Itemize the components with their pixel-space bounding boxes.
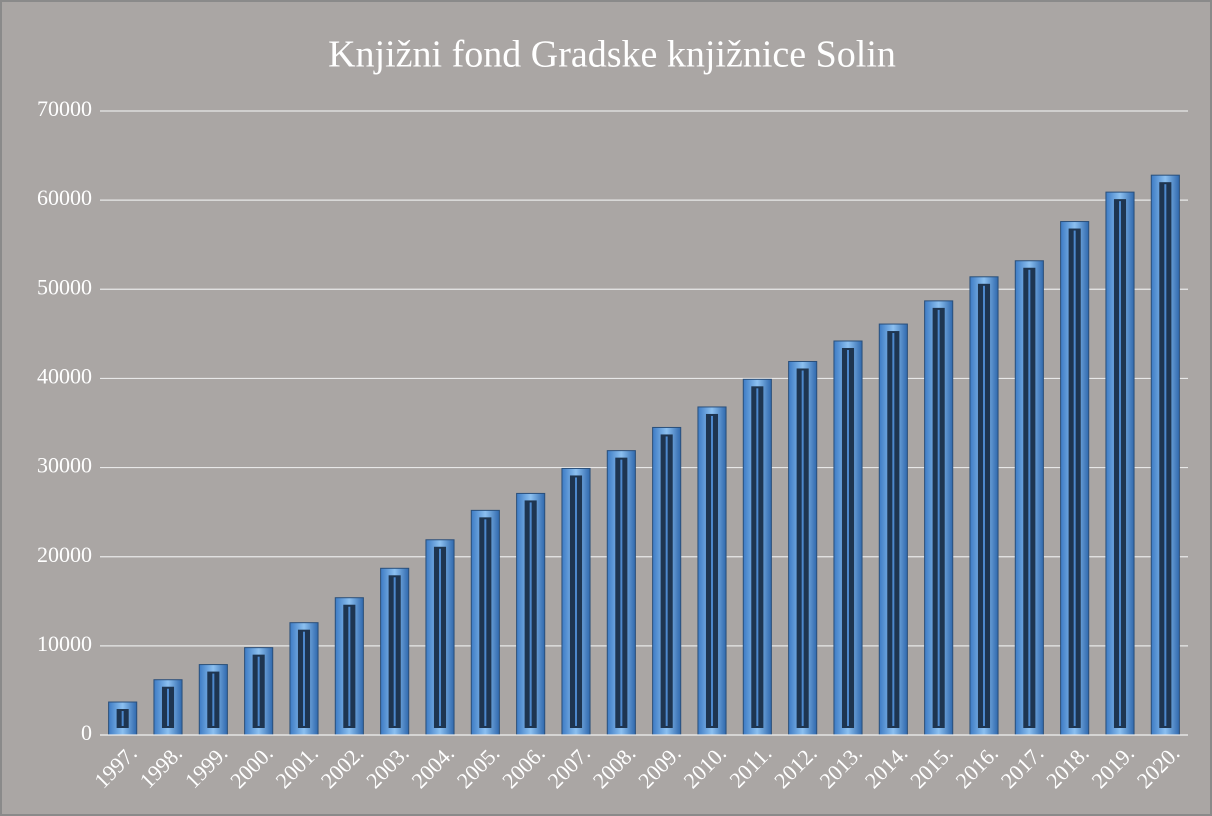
bar-bevel-highlight — [1164, 184, 1167, 726]
bar-bevel-highlight — [393, 577, 396, 726]
bar-bevel-highlight — [756, 388, 759, 726]
bar-bevel-highlight — [665, 436, 668, 726]
bar-bevel-highlight — [303, 631, 305, 726]
bar-bevel-highlight — [439, 548, 441, 726]
y-tick-label: 70000 — [37, 96, 92, 121]
bar-bevel-highlight — [983, 285, 985, 726]
bar-bevel-highlight — [801, 370, 804, 726]
y-tick-label: 20000 — [37, 542, 92, 567]
bar-bevel-highlight — [937, 309, 940, 726]
bar-bevel-highlight — [167, 688, 169, 726]
bar-bevel-highlight — [847, 349, 849, 726]
bar-bevel-highlight — [121, 711, 124, 726]
bar-bevel-highlight — [1073, 230, 1076, 726]
bar-bevel-highlight — [484, 519, 487, 726]
y-tick-label: 0 — [81, 720, 92, 745]
bar-bevel-highlight — [212, 673, 215, 726]
bar-bevel-highlight — [711, 415, 713, 726]
bar-bevel-highlight — [257, 656, 260, 726]
bar-bevel-highlight — [1119, 201, 1121, 726]
bar-bevel-highlight — [529, 502, 532, 726]
y-tick-label: 60000 — [37, 185, 92, 210]
bar-bevel-highlight — [1028, 269, 1031, 726]
bar-bevel-highlight — [892, 333, 895, 726]
y-tick-label: 30000 — [37, 453, 92, 478]
y-tick-label: 50000 — [37, 274, 92, 299]
y-tick-label: 10000 — [37, 631, 92, 656]
bar-bevel-highlight — [575, 477, 577, 726]
bar-bevel-highlight — [620, 459, 623, 726]
chart-title: Knjižni fond Gradske knjižnice Solin — [328, 34, 896, 76]
bar-bevel-highlight — [348, 606, 351, 726]
y-tick-label: 40000 — [37, 363, 92, 388]
